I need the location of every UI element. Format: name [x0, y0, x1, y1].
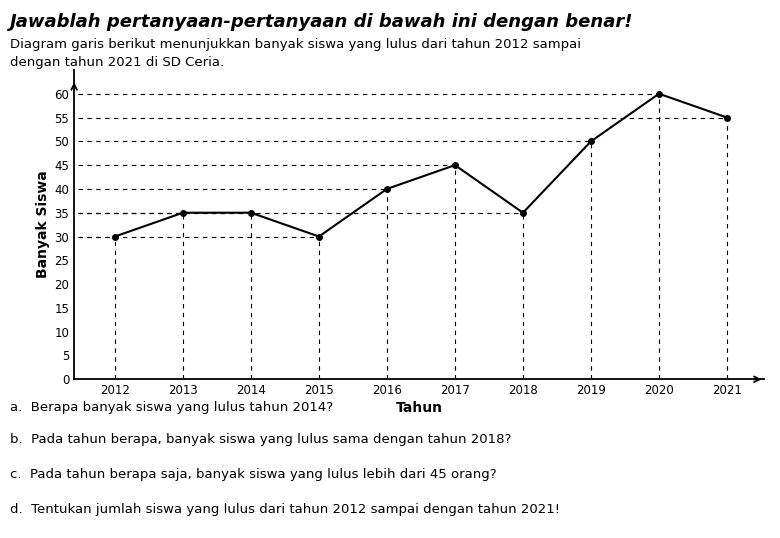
Text: Jawablah pertanyaan-pertanyaan di bawah ini dengan benar!: Jawablah pertanyaan-pertanyaan di bawah …	[10, 13, 633, 31]
Text: d.  Tentukan jumlah siswa yang lulus dari tahun 2012 sampai dengan tahun 2021!: d. Tentukan jumlah siswa yang lulus dari…	[10, 503, 560, 516]
X-axis label: Tahun: Tahun	[395, 401, 443, 415]
Text: a.  Berapa banyak siswa yang lulus tahun 2014?: a. Berapa banyak siswa yang lulus tahun …	[10, 401, 333, 414]
Text: Diagram garis berikut menunjukkan banyak siswa yang lulus dari tahun 2012 sampai: Diagram garis berikut menunjukkan banyak…	[10, 38, 581, 51]
Text: dengan tahun 2021 di SD Ceria.: dengan tahun 2021 di SD Ceria.	[10, 56, 225, 69]
Text: b.  Pada tahun berapa, banyak siswa yang lulus sama dengan tahun 2018?: b. Pada tahun berapa, banyak siswa yang …	[10, 433, 512, 446]
Text: c.  Pada tahun berapa saja, banyak siswa yang lulus lebih dari 45 orang?: c. Pada tahun berapa saja, banyak siswa …	[10, 468, 497, 481]
Y-axis label: Banyak Siswa: Banyak Siswa	[36, 171, 50, 279]
